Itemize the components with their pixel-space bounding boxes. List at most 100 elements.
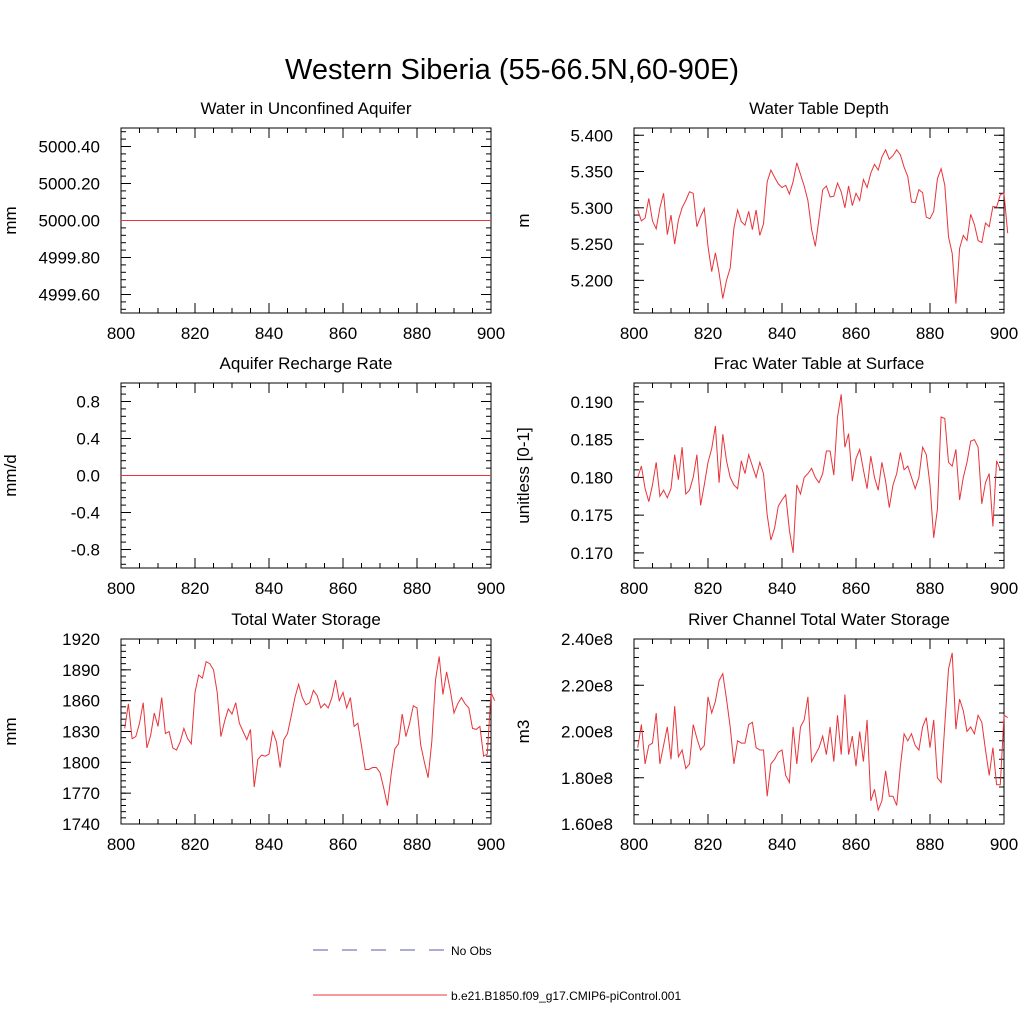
y-tick-label: 1890 — [62, 661, 100, 680]
plot-frame — [633, 638, 1005, 825]
series-line — [637, 394, 1001, 553]
y-tick-label: 5.300 — [570, 199, 613, 218]
x-tick-label: 840 — [768, 835, 796, 854]
x-tick-label: 900 — [477, 324, 505, 343]
series-line — [637, 148, 1009, 304]
x-tick-label: 880 — [916, 579, 944, 598]
x-tick-label: 900 — [990, 324, 1018, 343]
legend-model-label: b.e21.B1850.f09_g17.CMIP6-piControl.001 — [451, 989, 681, 1003]
y-axis-label: mm/d — [1, 454, 20, 497]
x-tick-label: 800 — [107, 324, 135, 343]
x-tick-label: 900 — [990, 835, 1018, 854]
y-tick-label: 5.400 — [570, 126, 613, 145]
panel-5: Total Water Storage mm 800 820 840 860 880 900 1… — [1, 610, 505, 854]
x-tick-label: 840 — [255, 835, 283, 854]
panel-title: Total Water Storage — [231, 610, 381, 629]
y-tick-label: 0.185 — [570, 431, 613, 450]
x-tick-label: 900 — [990, 579, 1018, 598]
y-tick-label: 0.180 — [570, 468, 613, 487]
y-tick-label: 2.40e8 — [561, 630, 613, 649]
panel-title: River Channel Total Water Storage — [688, 610, 950, 629]
y-tick-label: 2.20e8 — [561, 676, 613, 695]
y-tick-label: 5.250 — [570, 235, 613, 254]
y-tick-label: 1800 — [62, 753, 100, 772]
x-tick-label: 820 — [181, 835, 209, 854]
y-tick-label: 2.00e8 — [561, 723, 613, 742]
y-axis-label: m — [514, 213, 533, 227]
series-line — [637, 652, 1008, 812]
x-tick-label: 880 — [403, 579, 431, 598]
plot-frame — [120, 638, 492, 825]
y-tick-label: 1.80e8 — [561, 769, 613, 788]
x-tick-label: 840 — [768, 324, 796, 343]
figure-title: Western Siberia (55-66.5N,60-90E) — [285, 54, 739, 86]
y-tick-label: 5000.20 — [39, 175, 100, 194]
x-tick-label: 860 — [842, 835, 870, 854]
panel-2: Water Table Depth m 800 820 840 860 880 900 5.20… — [514, 99, 1018, 343]
x-tick-label: 820 — [694, 835, 722, 854]
panel-6: River Channel Total Water Storage m3 800 82… — [514, 610, 1018, 854]
panel-3: Aquifer Recharge Rate mm/d 800 820 840 860 880… — [1, 354, 505, 598]
y-tick-label: 5.350 — [570, 163, 613, 182]
panel-1: Water in Unconfined Aquifer mm 800 820 840 86… — [1, 99, 505, 343]
y-tick-label: 5000.00 — [39, 212, 100, 231]
x-tick-label: 820 — [181, 579, 209, 598]
panel-title: Water in Unconfined Aquifer — [200, 99, 411, 118]
x-tick-label: 820 — [694, 579, 722, 598]
panel-title: Aquifer Recharge Rate — [220, 354, 393, 373]
x-tick-label: 840 — [255, 324, 283, 343]
legend: No Obs b.e21.B1850.f09_g17.CMIP6-piContr… — [313, 944, 681, 1003]
plot-frame — [633, 382, 1005, 569]
y-tick-label: 5000.40 — [39, 138, 100, 157]
x-tick-label: 880 — [403, 835, 431, 854]
y-tick-label: 0.175 — [570, 506, 613, 525]
panel-title: Water Table Depth — [749, 99, 889, 118]
x-tick-label: 860 — [329, 835, 357, 854]
x-tick-label: 860 — [329, 579, 357, 598]
y-tick-label: 0.170 — [570, 544, 613, 563]
x-tick-label: 800 — [620, 835, 648, 854]
y-axis-label: m3 — [514, 720, 533, 744]
y-tick-label: 1830 — [62, 723, 100, 742]
x-tick-label: 800 — [107, 579, 135, 598]
x-tick-label: 880 — [916, 324, 944, 343]
y-tick-label: -0.8 — [71, 541, 100, 560]
legend-obs-label: No Obs — [451, 944, 492, 958]
y-tick-label: 1860 — [62, 692, 100, 711]
x-tick-label: 800 — [107, 835, 135, 854]
panel-title: Frac Water Table at Surface — [714, 354, 925, 373]
x-tick-label: 820 — [181, 324, 209, 343]
y-tick-label: 0.8 — [76, 393, 100, 412]
x-tick-label: 880 — [916, 835, 944, 854]
y-tick-label: 0.190 — [570, 393, 613, 412]
x-tick-label: 820 — [694, 324, 722, 343]
y-tick-label: 0.0 — [76, 467, 100, 486]
y-tick-label: 0.4 — [76, 430, 100, 449]
y-tick-label: 1920 — [62, 630, 100, 649]
series-line — [124, 656, 496, 806]
y-tick-label: 4999.80 — [39, 249, 100, 268]
y-axis-label: unitless [0-1] — [514, 427, 533, 523]
x-tick-label: 900 — [477, 835, 505, 854]
y-tick-label: 1.60e8 — [561, 815, 613, 834]
x-tick-label: 800 — [620, 324, 648, 343]
y-tick-label: 1740 — [62, 815, 100, 834]
x-tick-label: 840 — [255, 579, 283, 598]
x-tick-label: 800 — [620, 579, 648, 598]
y-tick-label: 4999.60 — [39, 286, 100, 305]
y-tick-label: 1770 — [62, 784, 100, 803]
plot-frame — [633, 127, 1005, 314]
x-tick-label: 880 — [403, 324, 431, 343]
panels: Water in Unconfined Aquifer mm 800 820 840 86… — [1, 99, 1018, 854]
panel-4: Frac Water Table at Surface unitless [0-1… — [514, 354, 1018, 598]
y-axis-label: mm — [1, 717, 20, 745]
x-tick-label: 900 — [477, 579, 505, 598]
x-tick-label: 860 — [329, 324, 357, 343]
y-tick-label: 5.200 — [570, 271, 613, 290]
x-tick-label: 860 — [842, 324, 870, 343]
y-tick-label: -0.4 — [71, 504, 100, 523]
y-axis-label: mm — [1, 206, 20, 234]
x-tick-label: 860 — [842, 579, 870, 598]
